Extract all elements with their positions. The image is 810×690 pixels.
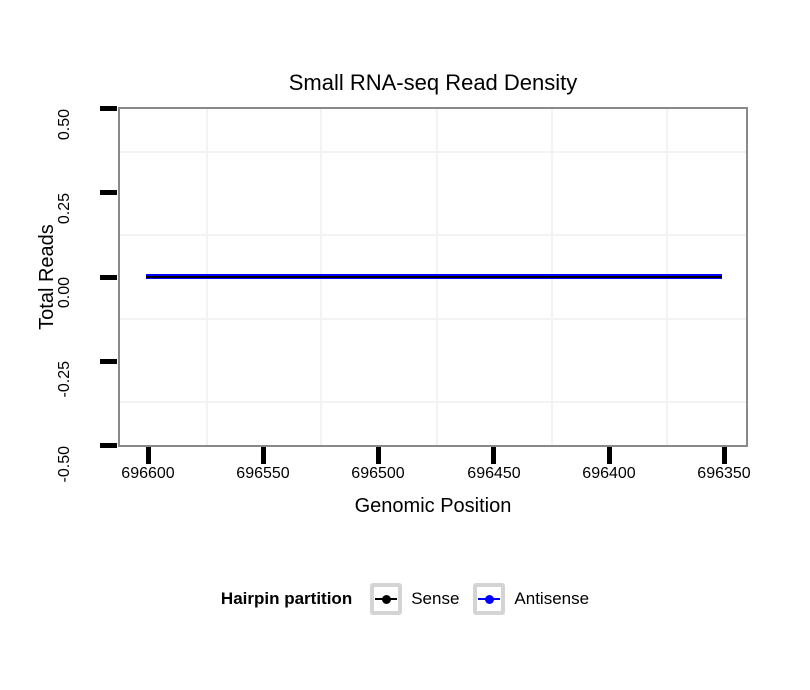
chart-title: Small RNA-seq Read Density [288, 70, 578, 95]
legend-label-antisense: Antisense [514, 589, 590, 608]
y-axis-tick [100, 190, 117, 195]
x-axis-tick [376, 447, 381, 464]
minor-gridline-h [120, 401, 746, 403]
x-axis-tick-label: 696450 [467, 465, 521, 482]
legend: Hairpin partition Sense Antisense [0, 582, 810, 616]
minor-gridline-h [120, 318, 746, 320]
x-axis-tick-label: 696400 [582, 465, 636, 482]
y-axis-tick-label: 0.50 [56, 108, 73, 140]
x-axis-tick [606, 447, 612, 464]
y-axis-tick-label: -0.50 [56, 445, 73, 482]
x-axis-tick [145, 447, 151, 464]
y-axis-title: Total Reads [36, 224, 58, 330]
x-axis-title: Genomic Position [354, 495, 512, 517]
x-axis-tick [260, 447, 266, 464]
y-axis-tick [100, 106, 117, 111]
minor-gridline-h [120, 151, 746, 153]
legend-point-icon [484, 594, 494, 604]
y-axis-tick [100, 359, 117, 364]
plot-panel [118, 107, 748, 447]
minor-gridline-h [120, 234, 746, 236]
legend-title: Hairpin partition [220, 589, 353, 608]
x-axis-tick-label: 696500 [351, 465, 405, 482]
legend-key-antisense [473, 583, 506, 615]
y-axis-tick [100, 443, 117, 448]
x-axis-tick [721, 447, 727, 464]
x-axis-tick [491, 447, 496, 464]
x-axis-tick-label: 696550 [236, 465, 290, 482]
x-axis-tick-label: 696350 [697, 465, 751, 482]
legend-key-sense [370, 583, 403, 615]
legend-point-icon [381, 594, 391, 604]
series-line-sense [146, 275, 722, 278]
x-axis-tick-label: 696600 [121, 465, 175, 482]
y-axis-tick [100, 274, 117, 280]
legend-label-sense: Sense [411, 589, 460, 608]
